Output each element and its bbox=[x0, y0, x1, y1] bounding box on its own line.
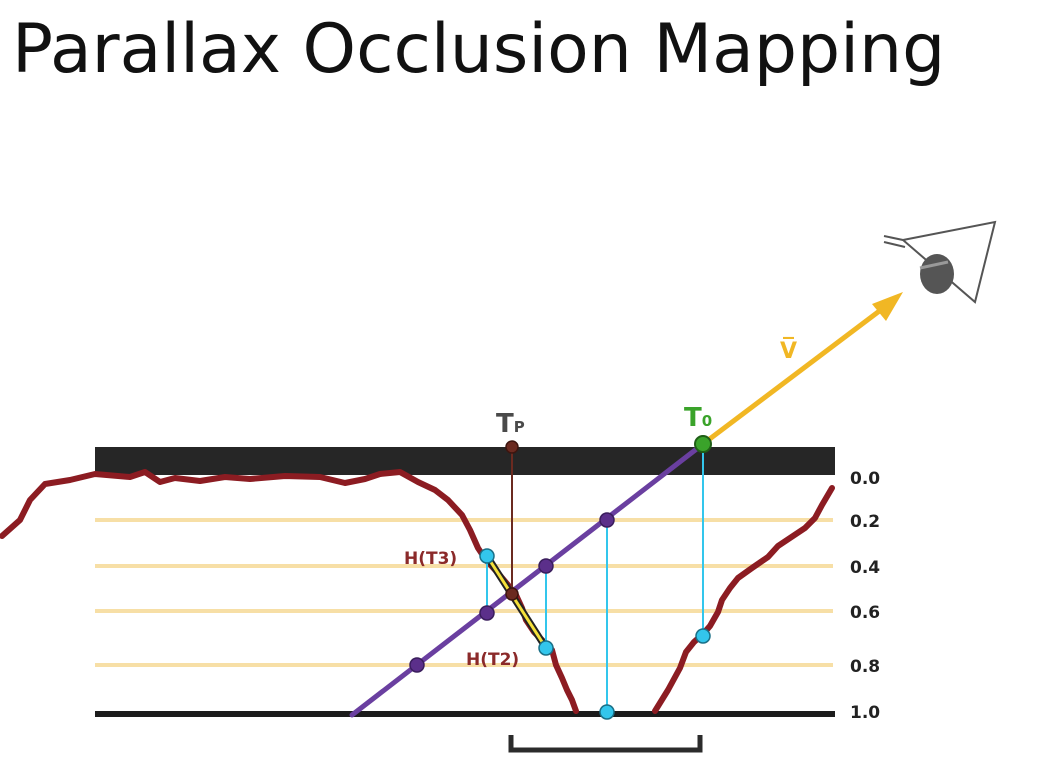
t0-label: T0 bbox=[684, 403, 712, 433]
level-label-1.0: 1.0 bbox=[850, 703, 880, 723]
view-ray bbox=[349, 441, 706, 718]
depth-layer-lines bbox=[95, 518, 833, 667]
tp-point bbox=[505, 440, 519, 454]
sample-point-2 bbox=[538, 558, 554, 574]
sample-h-t3 bbox=[479, 548, 495, 564]
arrow-head-icon bbox=[872, 292, 903, 321]
view-vector-label: V̅ bbox=[780, 338, 797, 364]
sample-point-1 bbox=[599, 512, 615, 528]
ray-sample-points bbox=[409, 512, 615, 673]
level-label-0.6: 0.6 bbox=[850, 603, 880, 623]
intersection-segment bbox=[484, 554, 549, 650]
projection-lines bbox=[486, 447, 704, 712]
slide-title: Parallax Occlusion Mapping bbox=[12, 10, 946, 89]
view-vector-shaft bbox=[701, 304, 888, 446]
bottom-bracket bbox=[508, 735, 703, 753]
base-line bbox=[95, 711, 835, 717]
eye-icon bbox=[883, 220, 997, 304]
heightfield-left-segment bbox=[0, 469, 579, 714]
h-t3-label: H(T3) bbox=[404, 549, 457, 569]
heightfield-curve bbox=[0, 469, 835, 714]
sample-h-t2 bbox=[538, 640, 554, 656]
level-label-0.8: 0.8 bbox=[850, 657, 880, 677]
heightfield-right-segment bbox=[652, 485, 835, 714]
tp-label: TP bbox=[496, 409, 525, 439]
h-t2-label: H(T2) bbox=[466, 650, 519, 670]
level-label-0.2: 0.2 bbox=[850, 512, 880, 532]
intersection-point bbox=[505, 587, 519, 601]
sample-h-l1 bbox=[599, 704, 615, 720]
level-label-0.4: 0.4 bbox=[850, 558, 880, 578]
depth-level-labels: 0.0 0.2 0.4 0.6 0.8 1.0 bbox=[850, 469, 880, 723]
sample-point-3 bbox=[479, 605, 495, 621]
level-label-0.0: 0.0 bbox=[850, 469, 880, 489]
heightfield-sample-points bbox=[479, 548, 711, 720]
sample-point-4 bbox=[409, 657, 425, 673]
sample-h-t0 bbox=[695, 628, 711, 644]
t0-point bbox=[694, 435, 712, 453]
surface-band bbox=[95, 447, 835, 475]
